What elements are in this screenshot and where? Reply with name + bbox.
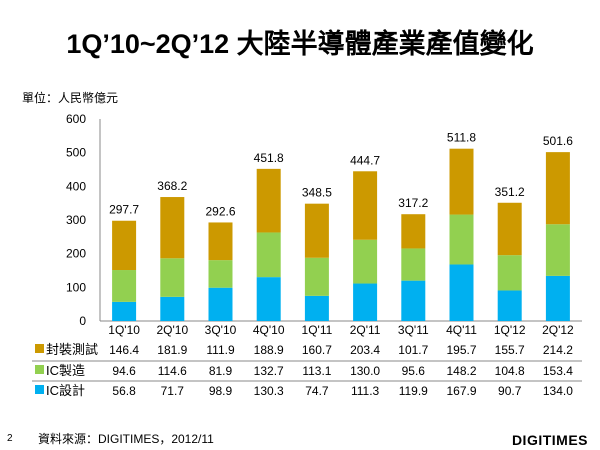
bar-IC製造 <box>449 214 474 265</box>
legend-label: 封裝測試 <box>46 342 98 357</box>
bar-IC設計 <box>401 280 426 321</box>
total-label: 292.6 <box>205 204 235 218</box>
total-label: 368.2 <box>157 179 187 193</box>
table-cell: 101.7 <box>398 343 428 357</box>
total-label: 317.2 <box>398 196 428 210</box>
table-cell: 155.7 <box>495 343 525 357</box>
bar-IC製造 <box>208 260 233 288</box>
table-cell: 56.8 <box>112 384 136 398</box>
table-cell: 104.8 <box>495 364 525 378</box>
table-cell: 111.3 <box>351 384 380 398</box>
bar-封裝測試 <box>112 220 137 271</box>
bar-封裝測試 <box>497 202 522 256</box>
page-number: 2 <box>7 433 13 444</box>
table-cell: 114.6 <box>158 364 187 378</box>
table-cell: 132.7 <box>254 364 284 378</box>
total-label: 444.7 <box>350 153 380 167</box>
x-tick-label: 1Q'11 <box>302 323 333 337</box>
bar-封裝測試 <box>160 197 185 259</box>
bar-IC設計 <box>353 283 378 321</box>
bar-IC設計 <box>160 296 185 321</box>
y-tick-label: 100 <box>66 280 86 294</box>
bar-封裝測試 <box>401 214 426 249</box>
bar-IC設計 <box>545 275 570 321</box>
x-tick-label: 4Q'11 <box>446 323 477 337</box>
bar-IC製造 <box>112 270 137 302</box>
y-tick-label: 500 <box>66 146 86 160</box>
table-cell: 160.7 <box>302 343 332 357</box>
bar-IC設計 <box>304 295 329 321</box>
legend-swatch <box>35 365 44 374</box>
table-cell: 81.9 <box>209 364 233 378</box>
table-cell: 95.6 <box>402 364 426 378</box>
total-label: 451.8 <box>254 151 284 165</box>
table-cell: 203.4 <box>350 343 380 357</box>
table-cell: 167.9 <box>446 384 476 398</box>
legend-swatch <box>35 385 44 394</box>
bar-IC製造 <box>497 255 522 291</box>
x-tick-label: 1Q'12 <box>494 323 526 337</box>
y-tick-label: 600 <box>66 112 86 126</box>
total-label: 348.5 <box>302 186 332 200</box>
total-label: 351.2 <box>495 185 525 199</box>
table-cell: 119.9 <box>399 384 428 398</box>
bar-IC製造 <box>160 258 185 297</box>
bar-IC製造 <box>401 248 426 281</box>
x-tick-label: 4Q'10 <box>253 323 285 337</box>
digitimes-logo: DIGITIMES <box>511 432 588 448</box>
bar-IC設計 <box>112 301 137 321</box>
chart-title: 1Q’10~2Q’12 大陸半導體產業產值變化 <box>66 29 534 59</box>
legend-swatch <box>35 344 44 353</box>
table-cell: 74.7 <box>305 384 329 398</box>
table-cell: 90.7 <box>498 384 522 398</box>
y-tick-label: 400 <box>66 179 86 193</box>
x-tick-label: 2Q'10 <box>156 323 188 337</box>
x-tick-label: 1Q'10 <box>108 323 140 337</box>
table-cell: 130.0 <box>350 364 380 378</box>
bar-IC設計 <box>208 287 233 321</box>
table-cell: 188.9 <box>254 343 284 357</box>
table-cell: 134.0 <box>543 384 573 398</box>
total-label: 297.7 <box>109 203 139 217</box>
bar-IC製造 <box>256 232 281 278</box>
table-cell: 71.7 <box>161 384 185 398</box>
y-tick-label: 0 <box>79 314 86 328</box>
table-cell: 153.4 <box>543 364 573 378</box>
total-label: 501.6 <box>543 134 573 148</box>
table-cell: 148.2 <box>446 364 476 378</box>
bar-IC製造 <box>353 239 378 284</box>
y-axis-label: 單位：人民幣億元 <box>22 91 119 105</box>
table-cell: 181.9 <box>157 343 187 357</box>
bar-封裝測試 <box>545 152 570 225</box>
bar-IC製造 <box>545 224 570 276</box>
x-tick-label: 3Q'10 <box>205 323 237 337</box>
x-tick-label: 3Q'11 <box>398 323 429 337</box>
bar-封裝測試 <box>208 222 233 261</box>
bar-封裝測試 <box>256 168 281 233</box>
x-tick-label: 2Q'11 <box>350 323 381 337</box>
bar-IC製造 <box>304 257 329 296</box>
bar-IC設計 <box>497 290 522 321</box>
bar-封裝測試 <box>449 148 474 215</box>
y-tick-label: 300 <box>66 213 86 227</box>
table-cell: 146.4 <box>109 343 139 357</box>
y-tick-label: 200 <box>66 247 86 261</box>
bar-IC設計 <box>449 264 474 321</box>
table-cell: 214.2 <box>543 343 573 357</box>
bar-封裝測試 <box>304 203 329 258</box>
table-cell: 130.3 <box>254 384 284 398</box>
table-cell: 98.9 <box>209 384 233 398</box>
legend-label: IC製造 <box>46 363 85 378</box>
legend-label: IC設計 <box>46 383 85 398</box>
total-label: 511.8 <box>447 131 476 145</box>
table-cell: 94.6 <box>112 364 136 378</box>
source-note: 資料來源：DIGITIMES，2012/11 <box>38 432 214 446</box>
bar-IC設計 <box>256 277 281 321</box>
x-tick-label: 2Q'12 <box>542 323 574 337</box>
table-cell: 113.1 <box>302 364 331 378</box>
table-cell: 111.9 <box>206 343 235 357</box>
table-cell: 195.7 <box>446 343 476 357</box>
bar-封裝測試 <box>353 171 378 240</box>
